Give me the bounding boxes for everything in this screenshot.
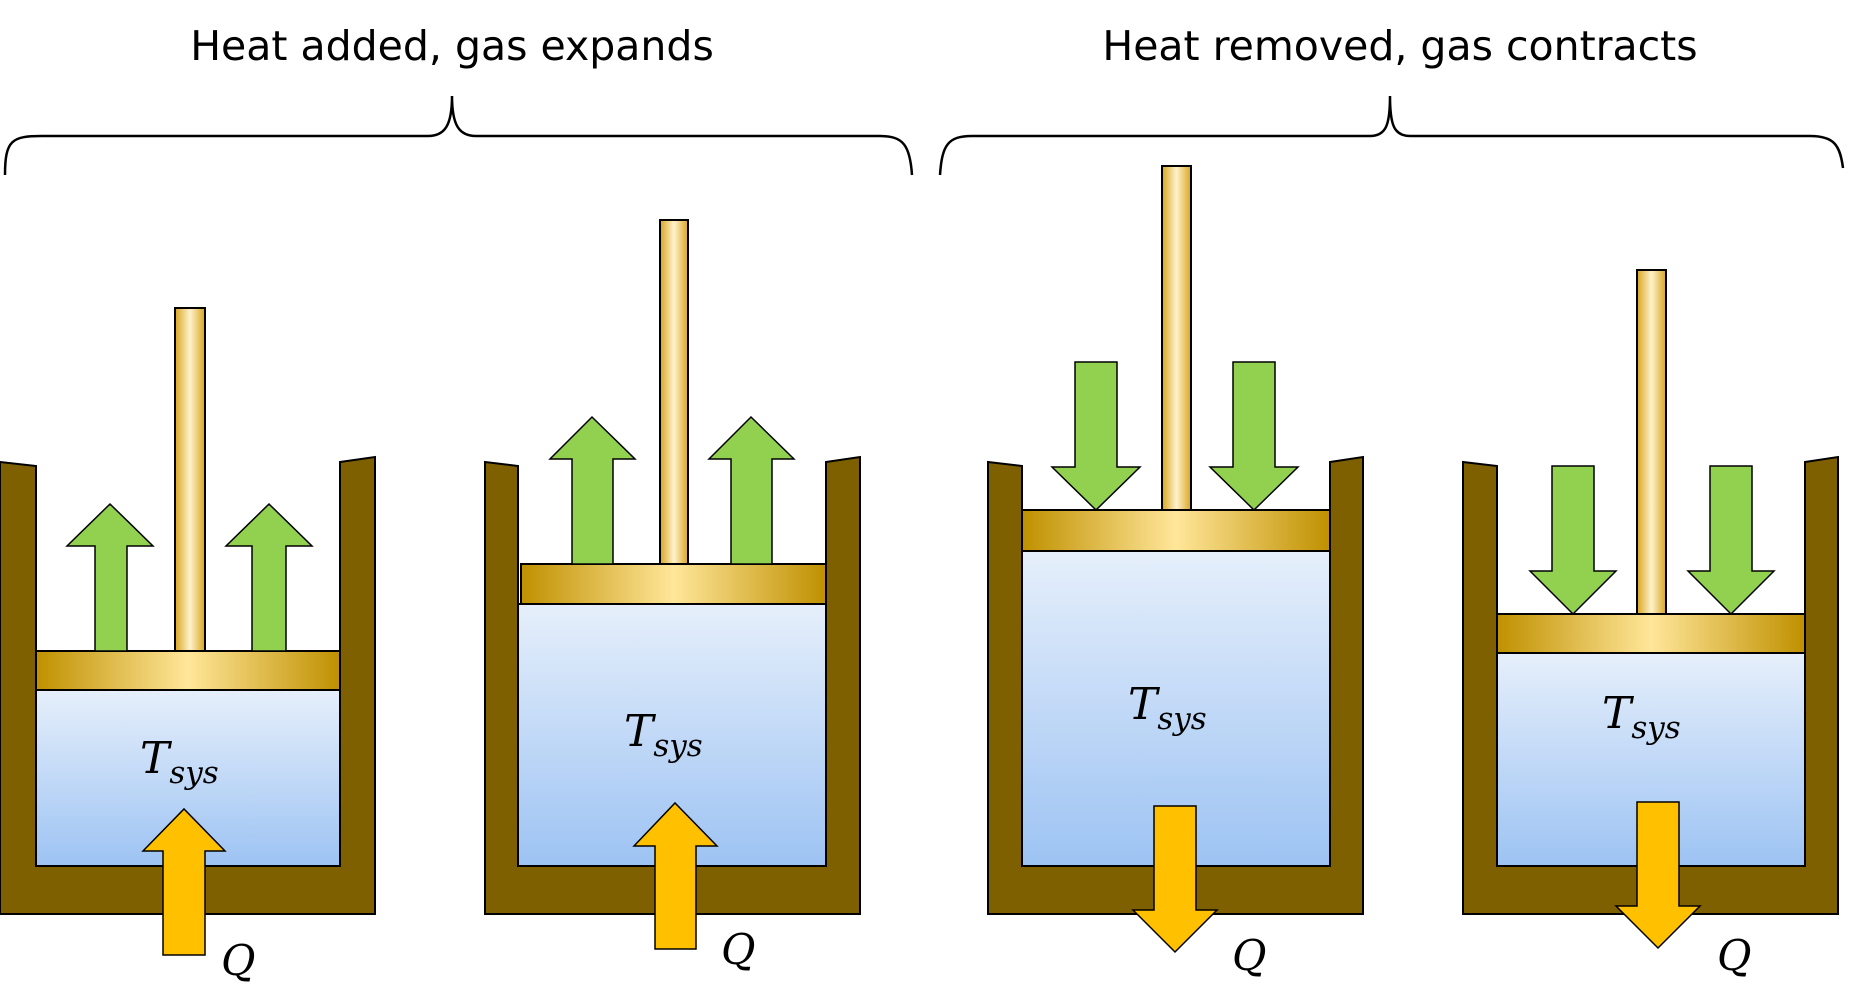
brace-heat-removed (938, 95, 1845, 176)
heat-label: Q (721, 925, 755, 974)
up-arrow-icon (548, 415, 637, 565)
cylinder-wall (484, 455, 861, 915)
heat-in-arrow-icon (141, 807, 227, 956)
up-arrow-icon (707, 415, 796, 565)
cylinder-wall (1462, 455, 1839, 915)
heat-out-arrow-icon (1614, 801, 1702, 950)
caption-heat-added: Heat added, gas expands (190, 22, 714, 70)
piston (520, 563, 827, 605)
heat-out-arrow-icon (1131, 805, 1219, 954)
cylinder-wall (0, 455, 376, 915)
stage-contracting-end: Tsys Q (1462, 269, 1839, 980)
heat-label: Q (221, 936, 255, 985)
down-arrow-icon (1528, 465, 1618, 616)
piston-rod (659, 219, 689, 565)
temperature-label: Tsys (1602, 688, 1681, 746)
piston (1021, 509, 1331, 552)
heat-label: Q (1717, 931, 1751, 980)
stage-contracting-start: Tsys Q (987, 165, 1364, 980)
caption-heat-removed: Heat removed, gas contracts (1102, 22, 1697, 70)
piston (1496, 613, 1806, 654)
heat-in-arrow-icon (632, 801, 719, 950)
down-arrow-icon (1686, 465, 1776, 616)
piston-rod (1636, 269, 1667, 615)
brace-heat-added (3, 95, 914, 176)
down-arrow-icon (1050, 361, 1142, 512)
temperature-label: Tsys (624, 706, 703, 764)
piston (35, 650, 341, 691)
temperature-label: Tsys (1128, 679, 1207, 737)
stage-expanding-start: Tsys Q (0, 307, 376, 985)
temperature-label: Tsys (140, 733, 219, 791)
stage-expanding-end: Tsys Q (484, 219, 861, 974)
down-arrow-icon (1208, 361, 1300, 512)
piston-rod (174, 307, 206, 652)
up-arrow-icon (224, 502, 314, 652)
up-arrow-icon (65, 502, 155, 652)
heat-label: Q (1232, 931, 1266, 980)
piston-rod (1161, 165, 1192, 511)
